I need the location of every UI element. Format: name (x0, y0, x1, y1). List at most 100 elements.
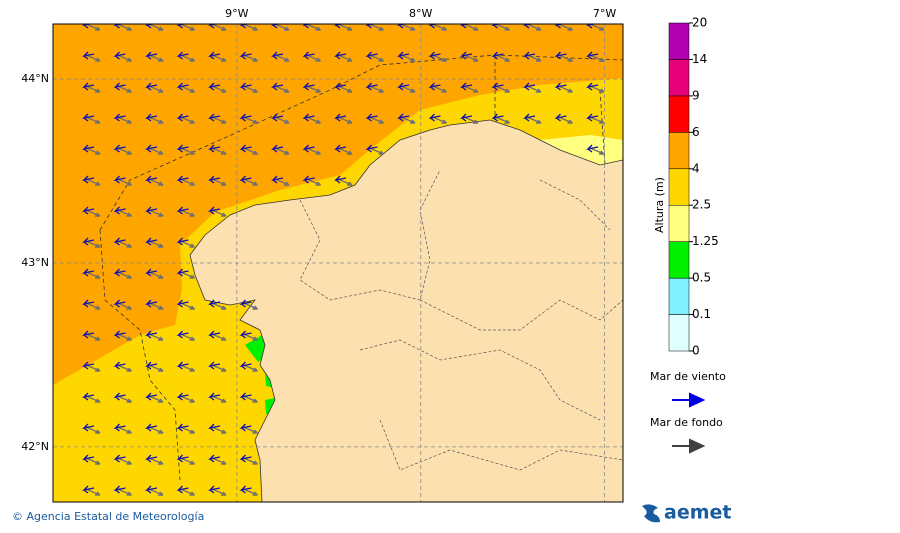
wind-arrow (334, 51, 347, 60)
wind-arrow (82, 299, 95, 308)
axis-labels: 9°W 8°W 7°W 44°N 43°N 42°N (21, 7, 616, 453)
swell-arrow (306, 85, 321, 93)
swell-arrow (306, 178, 321, 186)
swell-arrow (463, 116, 479, 124)
swell-arrow (243, 395, 258, 403)
swell-arrow (526, 54, 542, 62)
wind-arrow (82, 485, 95, 494)
wind-arrow (397, 51, 410, 60)
wind-arrow (271, 24, 282, 29)
lon-label: 7°W (593, 7, 616, 20)
wind-arrow (82, 24, 93, 29)
wind-arrow (113, 82, 126, 91)
swell-arrow (558, 116, 573, 124)
legend-arrow (672, 392, 706, 408)
swell-arrow (117, 488, 132, 496)
swell-arrow (117, 240, 132, 248)
wind-arrow (145, 485, 158, 494)
borders (299, 169, 623, 471)
wind-arrow (208, 392, 221, 401)
zone-limits (99, 54, 623, 481)
swell-arrow (337, 24, 353, 31)
colorbar-tick-label: 0.5 (692, 271, 711, 285)
swell-arrow (306, 24, 321, 31)
logo: aemet (642, 502, 731, 524)
swell-arrow (85, 209, 101, 217)
wind-arrow (113, 51, 126, 60)
swell-arrow (148, 426, 164, 434)
swell-arrow (117, 302, 132, 310)
swell-arrow (180, 209, 195, 217)
swell-arrow (148, 333, 164, 341)
wind-arrow (239, 485, 252, 494)
wind-arrow (176, 175, 189, 184)
swell-arrow (148, 457, 164, 465)
wind-arrow (208, 330, 221, 339)
wind-arrow (113, 299, 126, 308)
swell-arrow (211, 178, 227, 186)
swell-arrow (558, 85, 573, 93)
logo-text: aemet (664, 502, 731, 524)
lat-label: 43°N (21, 256, 49, 269)
swell-arrow (148, 54, 164, 62)
wind-arrow (176, 144, 189, 153)
swell-arrow (180, 54, 195, 62)
wind-arrow (82, 423, 95, 432)
swell-arrow (211, 333, 227, 341)
wind-arrow (176, 299, 189, 308)
wind-arrow (145, 299, 158, 308)
wind-arrow (491, 24, 502, 29)
wind-arrow (176, 454, 189, 463)
wind-arrow (302, 24, 313, 29)
swell-arrow (180, 271, 195, 279)
wind-arrow (239, 361, 252, 370)
wind-arrow (239, 24, 250, 29)
wind-arrow (302, 175, 315, 184)
wind-arrow (145, 206, 158, 215)
swell-arrow (369, 116, 384, 124)
colorbar-tick-label: 4 (692, 161, 700, 175)
swell-arrow (85, 364, 101, 372)
swell-arrow (589, 24, 605, 31)
wind-arrow (460, 51, 473, 60)
wind-arrow (176, 82, 189, 91)
wind-arrow (365, 82, 378, 91)
wind-arrow (145, 113, 158, 122)
wind-arrow (145, 454, 158, 463)
wind-arrow (145, 361, 158, 370)
swell-arrow (432, 54, 447, 62)
colorbar-segment (668, 132, 690, 170)
swell-arrow (526, 116, 542, 124)
swell-arrow (211, 209, 227, 217)
colorbar-segment (668, 95, 690, 133)
swell-arrow (117, 426, 132, 434)
wind-arrow (145, 24, 156, 29)
swell-arrow (117, 178, 132, 186)
wind-arrow (491, 82, 504, 91)
swell-arrow (117, 54, 132, 62)
wind-arrow (523, 113, 536, 122)
wind-arrow (82, 330, 95, 339)
swell-arrow (148, 240, 164, 248)
swell-arrow (117, 116, 132, 124)
swell-arrow (495, 54, 510, 62)
wind-arrow (271, 175, 284, 184)
swell-arrow (211, 24, 227, 31)
swell-arrow (180, 457, 195, 465)
wind-arrow (491, 113, 504, 122)
swell-arrow (526, 24, 542, 31)
swell-arrow (243, 488, 258, 496)
colorbar-segment (668, 241, 690, 279)
wind-arrow (586, 24, 597, 29)
swell-arrow (117, 24, 132, 31)
swell-arrow (432, 85, 447, 93)
swell-arrow (180, 24, 195, 31)
legend-arrow (672, 438, 706, 454)
wind-arrow (82, 361, 95, 370)
swell-arrow (85, 116, 101, 124)
legend-label: Mar de fondo (650, 416, 723, 429)
swell-arrow (85, 302, 101, 310)
swell-arrow (211, 457, 227, 465)
logo-icon (642, 504, 660, 523)
swell-arrow (337, 116, 353, 124)
